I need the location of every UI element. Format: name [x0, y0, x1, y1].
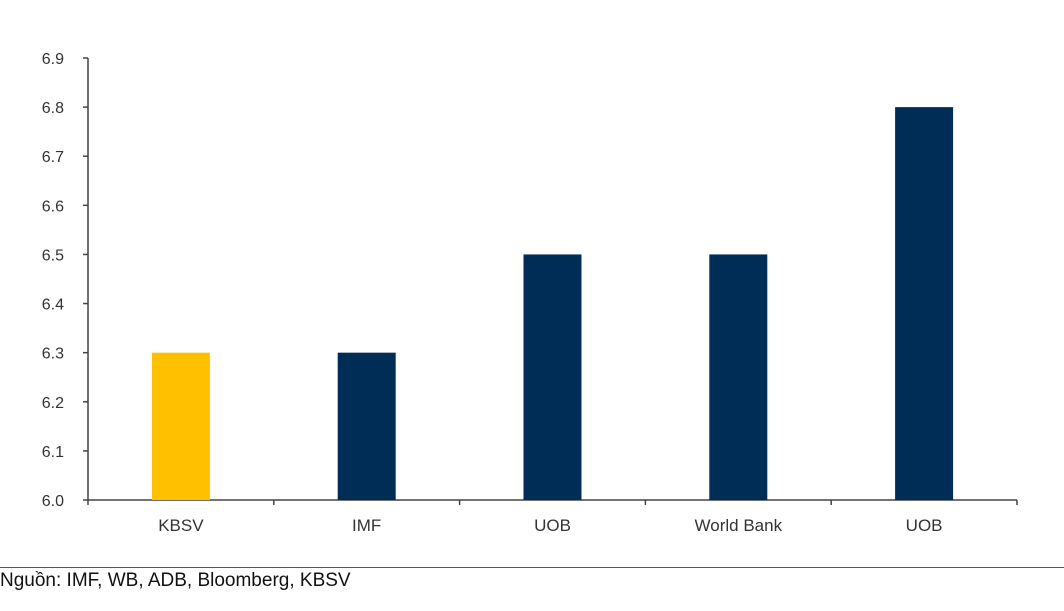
x-axis: KBSV IMF UOB World Bank UOB	[87, 499, 1018, 535]
y-tick-label: 6.0	[42, 493, 64, 510]
x-category-label: IMF	[352, 516, 381, 535]
bar-world-bank	[709, 254, 768, 500]
source-note: Nguồn: IMF, WB, ADB, Bloomberg, KBSV	[0, 570, 351, 591]
x-category-label: KBSV	[158, 516, 204, 535]
y-tick-label: 6.6	[42, 198, 64, 215]
x-category-label: World Bank	[695, 516, 783, 535]
y-tick-label: 6.5	[42, 247, 64, 264]
y-tick-label: 6.2	[42, 395, 64, 412]
y-tick-label: 6.9	[42, 51, 64, 68]
y-tick-label: 6.7	[42, 149, 64, 166]
source-divider	[0, 567, 1064, 568]
y-tick-label: 6.4	[42, 297, 64, 314]
bar-imf	[337, 352, 396, 500]
y-axis: 6.0 6.1 6.2 6.3 6.4 6.5 6.6 6.7 6.8 6.9	[42, 51, 89, 510]
bars	[151, 107, 954, 500]
x-category-label: UOB	[906, 516, 943, 535]
bar-chart: 6.0 6.1 6.2 6.3 6.4 6.5 6.6 6.7 6.8 6.9 KBSV IMF UO…	[42, 51, 1018, 535]
y-tick-label: 6.1	[42, 444, 64, 461]
bar-kbsv	[151, 352, 210, 500]
bar-uob	[523, 254, 582, 500]
y-tick-label: 6.8	[42, 100, 64, 117]
x-category-label: UOB	[534, 516, 571, 535]
y-tick-label: 6.3	[42, 346, 64, 363]
bar-uob	[895, 107, 954, 500]
